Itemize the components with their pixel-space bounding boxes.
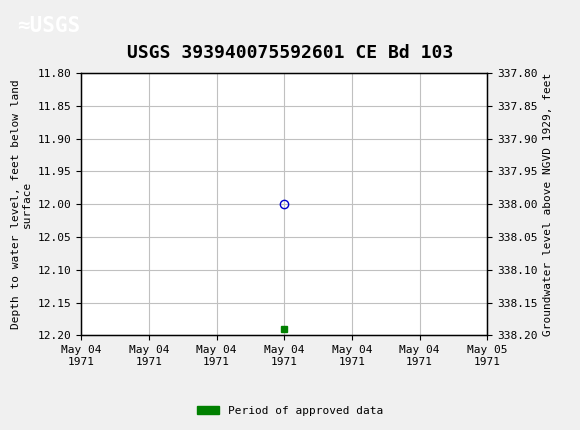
Y-axis label: Groundwater level above NGVD 1929, feet: Groundwater level above NGVD 1929, feet: [543, 73, 553, 336]
Legend: Period of approved data: Period of approved data: [193, 401, 387, 420]
Text: ≈USGS: ≈USGS: [17, 16, 81, 36]
Y-axis label: Depth to water level, feet below land
surface: Depth to water level, feet below land su…: [10, 80, 32, 329]
Text: USGS 393940075592601 CE Bd 103: USGS 393940075592601 CE Bd 103: [127, 44, 453, 62]
